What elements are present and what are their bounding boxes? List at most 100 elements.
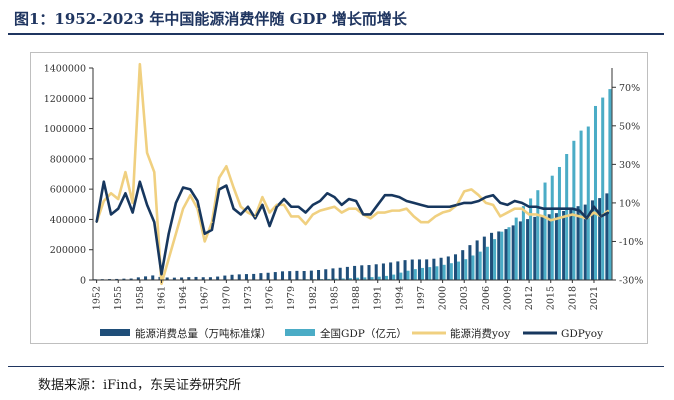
bar-energy-total-1998 <box>425 259 429 280</box>
point-gdp-yoy-1973 <box>247 205 249 208</box>
bar-energy-total-1983 <box>317 270 321 280</box>
bar-energy-total-1959 <box>144 276 148 280</box>
y-left-tick-label: 0 <box>80 276 86 287</box>
point-energy-yoy-2003 <box>463 190 466 193</box>
point-gdp-yoy-2015 <box>549 207 552 210</box>
x-tick-label: 2018 <box>567 286 578 310</box>
point-gdp-yoy-1965 <box>189 188 192 191</box>
bar-gdp-2006 <box>485 246 489 280</box>
x-tick-label: 1997 <box>416 286 427 310</box>
point-energy-yoy-1969 <box>218 177 220 179</box>
point-energy-yoy-1961 <box>160 283 163 285</box>
point-energy-yoy-1991 <box>376 211 379 214</box>
bar-energy-total-2002 <box>453 254 458 280</box>
bar-gdp-2020 <box>586 126 590 281</box>
bar-energy-total-1955 <box>115 278 119 280</box>
point-energy-yoy-1958 <box>139 63 141 65</box>
bar-energy-total-1996 <box>410 259 414 280</box>
bar-energy-total-2019 <box>576 206 580 280</box>
point-energy-yoy-1997 <box>420 221 422 223</box>
bar-gdp-2007 <box>493 239 497 280</box>
bar-energy-total-2014 <box>540 215 544 280</box>
point-gdp-yoy-2004 <box>470 202 473 204</box>
point-gdp-yoy-1996 <box>412 202 415 204</box>
title-divider <box>8 33 664 35</box>
bar-energy-total-1957 <box>129 278 133 280</box>
bar-energy-total-2017 <box>562 210 566 280</box>
bar-energy-total-1987 <box>345 266 349 280</box>
point-gdp-yoy-1979 <box>290 205 293 208</box>
point-gdp-yoy-2011 <box>521 202 523 204</box>
point-energy-yoy-1979 <box>290 215 293 218</box>
bar-energy-total-1970 <box>223 275 227 280</box>
bar-gdp-2021 <box>593 105 598 280</box>
bar-gdp-2014 <box>543 182 547 280</box>
point-energy-yoy-1980 <box>297 215 300 218</box>
bar-energy-total-1975 <box>259 273 263 280</box>
point-energy-yoy-1955 <box>117 198 120 200</box>
point-gdp-yoy-1993 <box>391 194 393 196</box>
point-energy-yoy-1970 <box>225 165 228 168</box>
point-energy-yoy-1976 <box>268 211 271 214</box>
point-energy-yoy-2015 <box>549 219 552 222</box>
point-gdp-yoy-1997 <box>420 204 422 206</box>
point-gdp-yoy-1962 <box>167 232 170 235</box>
bar-gdp-1996 <box>413 269 417 280</box>
x-tick-label: 2021 <box>589 286 600 310</box>
point-energy-yoy-1954 <box>110 192 112 195</box>
point-gdp-yoy-1990 <box>369 213 372 216</box>
bar-energy-total-1958 <box>136 277 140 280</box>
bar-energy-total-2023 <box>605 193 609 280</box>
point-gdp-yoy-1981 <box>304 211 307 214</box>
bar-energy-total-1993 <box>389 262 393 280</box>
x-tick-label: 2009 <box>502 286 513 310</box>
legend-energy-total-label: 能源消费总量（万吨标准煤） <box>135 327 272 340</box>
point-gdp-yoy-2020 <box>585 217 588 220</box>
bar-energy-total-1963 <box>172 277 176 280</box>
bar-energy-total-1990 <box>367 265 371 280</box>
bar-gdp-1991 <box>377 276 381 280</box>
bar-gdp-2022 <box>601 97 605 280</box>
x-tick-label: 1982 <box>308 286 319 310</box>
point-energy-yoy-1986 <box>340 211 343 214</box>
point-energy-yoy-1984 <box>326 207 329 210</box>
point-energy-yoy-2000 <box>441 211 444 214</box>
bar-gdp-2003 <box>464 259 468 280</box>
line-gdp-yoy <box>95 180 610 276</box>
point-gdp-yoy-1976 <box>268 225 271 227</box>
bar-gdp-2019 <box>579 130 583 280</box>
point-gdp-yoy-1982 <box>312 204 314 206</box>
point-energy-yoy-1983 <box>319 209 321 212</box>
point-energy-yoy-1994 <box>398 209 401 212</box>
bar-energy-total-1994 <box>396 261 400 280</box>
point-gdp-yoy-1968 <box>211 229 213 231</box>
bar-energy-total-1999 <box>432 258 436 280</box>
title-bar: 图1：1952-2023 年中国能源消费伴随 GDP 增长而增长 <box>0 0 674 35</box>
bar-energy-total-1991 <box>374 264 378 280</box>
point-energy-yoy-2008 <box>499 215 502 218</box>
bar-gdp-2002 <box>457 261 461 280</box>
bar-energy-total-1980 <box>295 270 299 280</box>
y-right-tick-label: -10% <box>619 237 643 248</box>
bar-gdp-1986 <box>341 278 345 280</box>
x-tick-label: 1967 <box>200 286 211 310</box>
point-gdp-yoy-2006 <box>485 196 487 198</box>
bar-energy-total-1971 <box>230 274 234 280</box>
y-left-tick-label: 200000 <box>50 245 86 256</box>
point-gdp-yoy-2012 <box>528 205 530 208</box>
bar-gdp-2011 <box>521 206 525 280</box>
bar-energy-total-2008 <box>497 231 501 280</box>
bar-gdp-1995 <box>406 270 410 280</box>
point-gdp-yoy-2002 <box>456 204 458 206</box>
point-energy-yoy-1985 <box>333 205 336 208</box>
bar-energy-total-1977 <box>273 272 277 280</box>
point-gdp-yoy-1958 <box>139 180 141 183</box>
x-tick-label: 1952 <box>92 286 103 310</box>
bar-energy-total-1968 <box>208 277 212 280</box>
chart-frame <box>30 52 648 344</box>
bar-energy-total-1965 <box>187 277 191 280</box>
point-energy-yoy-1995 <box>405 207 408 210</box>
point-energy-yoy-1996 <box>412 215 415 218</box>
point-energy-yoy-1974 <box>254 215 256 218</box>
point-gdp-yoy-1952 <box>95 221 98 223</box>
